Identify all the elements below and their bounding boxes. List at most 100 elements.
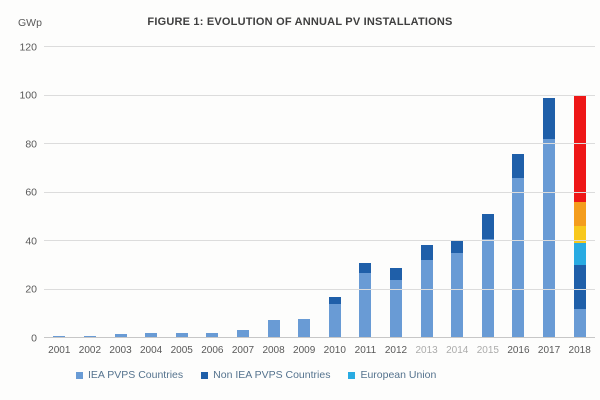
y-tick-label: 0: [31, 331, 37, 344]
bar-segment: [573, 202, 586, 227]
stacked-bar-2007: [236, 47, 249, 338]
legend-item: European Union: [348, 369, 436, 381]
x-tick-label-2010: 2010: [323, 345, 346, 356]
x-axis-line: [44, 337, 595, 338]
bar-segment: [359, 262, 372, 273]
x-tick-label-2009: 2009: [293, 345, 316, 356]
y-tick-label: 80: [25, 137, 37, 150]
x-tick-label-2008: 2008: [262, 345, 285, 356]
bar-column-2005: [166, 47, 197, 338]
y-axis-labels: 0 20 40 60 80 100 120: [0, 42, 37, 343]
stacked-bar-2002: [83, 47, 96, 338]
legend-swatch-icon: [348, 371, 356, 379]
gridline: [44, 143, 595, 144]
bar-segment: [83, 335, 96, 338]
bar-column-2017: [534, 47, 565, 338]
stacked-bar-2006: [206, 47, 219, 338]
bar-column-2001: [44, 47, 75, 338]
x-tick-label-2007: 2007: [231, 345, 255, 356]
bar-segment: [543, 139, 556, 338]
bar-segment: [53, 335, 66, 338]
y-tick-label: 20: [25, 283, 37, 296]
x-tick-label-2002: 2002: [78, 345, 102, 356]
stacked-bar-2005: [175, 47, 188, 338]
bar-column-2016: [503, 47, 534, 338]
bar-segment: [481, 238, 494, 338]
bar-column-2012: [381, 47, 412, 338]
bar-column-2011: [350, 47, 381, 338]
bar-segment: [236, 329, 249, 338]
legend-label: European Union: [360, 369, 437, 381]
gridline: [44, 191, 595, 193]
bar-segment: [420, 244, 433, 261]
stacked-bar-2004: [145, 47, 158, 338]
bar-column-2003: [105, 47, 136, 338]
bar-column-2008: [258, 47, 289, 338]
stacked-bar-2003: [114, 47, 127, 338]
bar-segment: [145, 333, 158, 338]
stacked-bar-2015: [481, 47, 494, 338]
y-tick-label: 100: [19, 89, 37, 102]
gridline: [44, 94, 595, 96]
x-tick-label-2005: 2005: [170, 345, 193, 356]
y-axis-unit-label: GWp: [18, 17, 42, 29]
plot-area: [44, 46, 595, 338]
x-tick-label-2003: 2003: [109, 345, 132, 356]
y-tick-label: 120: [19, 40, 37, 53]
bar-segment: [206, 333, 219, 338]
stacked-bar-2001: [53, 47, 66, 338]
bar-column-2006: [197, 47, 228, 338]
stacked-bar-2012: [390, 47, 402, 338]
bar-segment: [359, 272, 372, 338]
stacked-bar-2010: [328, 47, 341, 338]
bar-column-2007: [228, 47, 259, 338]
bar-segment: [573, 265, 586, 309]
x-tick-label-2004: 2004: [140, 345, 163, 356]
bar-segment: [512, 177, 525, 338]
bar-column-2014: [442, 47, 473, 338]
legend-item: IEA PVPS Countries: [76, 369, 183, 381]
x-tick-label-2001: 2001: [48, 345, 71, 356]
x-tick-label-2017: 2017: [537, 345, 561, 356]
bar-segment: [328, 296, 341, 305]
legend-label: Non IEA PVPS Countries: [213, 369, 331, 381]
gridline: [44, 240, 595, 241]
legend-label: IEA PVPS Countries: [88, 369, 184, 381]
bar-column-2010: [319, 47, 350, 338]
x-tick-label-2016: 2016: [507, 345, 530, 356]
bar-segment: [451, 241, 464, 254]
legend-item: Non IEA PVPS Countries: [201, 369, 330, 381]
bar-column-2004: [136, 47, 167, 338]
bar-segment: [481, 214, 494, 239]
stacked-bar-2018: [573, 47, 586, 338]
x-tick-label-2014: 2014: [446, 345, 469, 356]
legend: IEA PVPS Countries Non IEA PVPS Countries…: [76, 369, 436, 381]
bar-segment: [451, 253, 464, 338]
bar-segment: [390, 267, 402, 280]
x-tick-label-2015: 2015: [476, 345, 499, 356]
bar-segment: [114, 334, 127, 338]
gridline: [44, 46, 595, 47]
bar-column-2013: [411, 47, 442, 338]
y-tick-label: 40: [25, 234, 37, 247]
bar-segment: [390, 279, 402, 338]
x-tick-label-2018: 2018: [568, 345, 591, 356]
bar-segment: [573, 308, 586, 338]
bar-segment: [328, 304, 341, 338]
x-tick-label-2006: 2006: [201, 345, 224, 356]
x-tick-label-2012: 2012: [384, 345, 408, 356]
x-axis-labels: 2001 2002 2003 2004 2005 2006 2007 2008 2009 2010…: [44, 345, 595, 356]
bar-segment: [512, 153, 525, 178]
bar-segment: [543, 97, 556, 140]
bar-segment: [175, 333, 188, 338]
bar-segment: [267, 319, 280, 338]
gridline: [44, 288, 595, 290]
stacked-bar-2008: [267, 47, 280, 338]
stacked-bar-2017: [543, 47, 556, 338]
bars-container: [44, 47, 595, 338]
stacked-bar-2016: [512, 47, 525, 338]
bar-segment: [573, 95, 586, 203]
stacked-bar-2009: [298, 47, 311, 338]
x-tick-label-2011: 2011: [354, 345, 377, 356]
